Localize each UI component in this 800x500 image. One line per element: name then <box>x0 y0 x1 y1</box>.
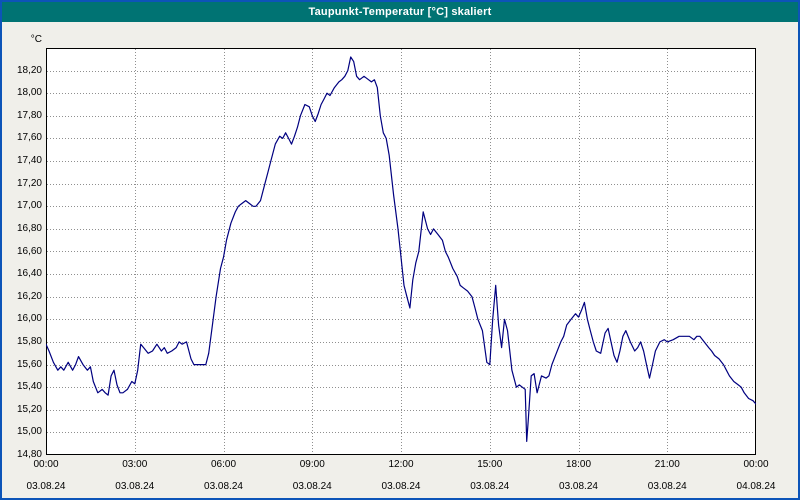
x-tick-date-label: 03.08.24 <box>115 481 155 492</box>
x-tick-time-label: 18:00 <box>565 459 592 470</box>
x-tick-date-label: 04.08.24 <box>736 481 776 492</box>
x-tick-date-label: 03.08.24 <box>559 481 598 492</box>
y-tick-label: 16,60 <box>16 245 42 257</box>
x-tick-time-label: 06:00 <box>210 459 237 470</box>
x-tick-time-label: 03:00 <box>122 459 148 470</box>
title-bar: Taupunkt-Temperatur [°C] skaliert <box>2 2 798 22</box>
x-tick-time-label: 00:00 <box>33 459 59 470</box>
x-tick-time-label: 12:00 <box>388 459 414 470</box>
y-tick-label: 16,40 <box>16 268 42 280</box>
chart-region: °C 18,20 18,00 17,80 17,60 17,40 17,20 17,00 16… <box>2 22 798 498</box>
x-tick-date-label: 03.08.24 <box>470 481 510 492</box>
y-tick-label: 17,80 <box>16 109 42 121</box>
y-tick-label: 18,20 <box>16 64 42 76</box>
x-tick-time-label: 09:00 <box>299 459 325 470</box>
y-tick-label: 16,00 <box>16 313 42 325</box>
y-tick-label: 17,60 <box>16 132 42 144</box>
y-tick-label: 14,80 <box>16 449 42 460</box>
y-tick-label: 15,00 <box>16 426 42 438</box>
y-tick-label: 15,40 <box>16 381 42 393</box>
x-tick-date-label: 03.08.24 <box>381 481 421 492</box>
y-tick-label: 18,00 <box>16 87 42 99</box>
x-tick-date-label: 03.08.24 <box>647 481 687 492</box>
x-tick-date-label: 03.08.24 <box>26 481 66 492</box>
y-tick-label: 15,80 <box>16 335 42 347</box>
y-tick-label: 15,60 <box>16 358 42 370</box>
x-tick-date-label: 03.08.24 <box>292 481 332 492</box>
y-tick-label: 17,00 <box>16 200 42 212</box>
x-tick-date-label: 03.08.24 <box>204 481 243 492</box>
y-tick-label: 17,40 <box>16 155 42 167</box>
y-axis-unit-label: °C <box>30 34 42 45</box>
y-tick-label: 17,20 <box>16 177 42 189</box>
plot-svg <box>46 48 756 455</box>
x-tick-time-label: 21:00 <box>654 459 680 470</box>
y-tick-label: 15,20 <box>16 403 42 415</box>
window-title: Taupunkt-Temperatur [°C] skaliert <box>308 6 492 18</box>
x-tick-time-label: 00:00 <box>743 459 769 470</box>
y-tick-label: 16,80 <box>16 222 42 234</box>
y-tick-label: 16,20 <box>16 290 42 302</box>
x-tick-time-label: 15:00 <box>477 459 503 470</box>
